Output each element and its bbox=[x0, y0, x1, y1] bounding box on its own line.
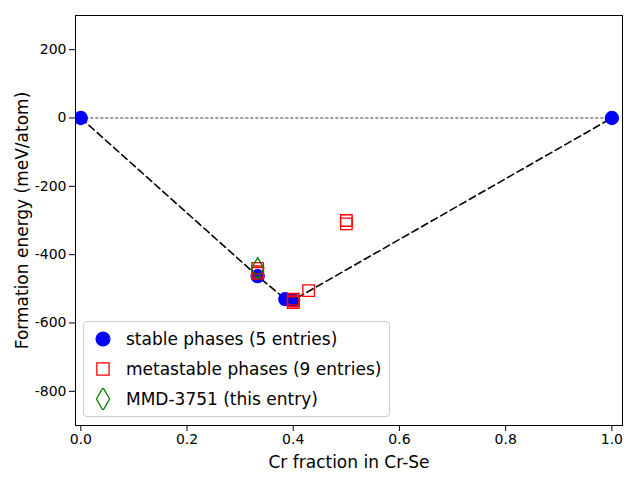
svg-text:-400: -400 bbox=[35, 246, 67, 262]
svg-text:Formation energy (meV/atom): Formation energy (meV/atom) bbox=[12, 92, 32, 350]
html-text:metastable phases (9 entries): metastable phases (9 entries) bbox=[126, 359, 382, 379]
svg-text:-800: -800 bbox=[35, 383, 67, 399]
svg-text:Cr fraction in Cr-Se: Cr fraction in Cr-Se bbox=[268, 452, 429, 472]
svg-text:-200: -200 bbox=[35, 178, 67, 194]
html-text:stable phases (5 entries): stable phases (5 entries) bbox=[126, 329, 338, 349]
html-text:MMD-3751 (this entry): MMD-3751 (this entry) bbox=[126, 389, 318, 409]
svg-text:0.8: 0.8 bbox=[495, 431, 517, 447]
svg-text:0: 0 bbox=[58, 109, 67, 125]
svg-text:200: 200 bbox=[40, 41, 67, 57]
svg-text:1.0: 1.0 bbox=[601, 431, 623, 447]
svg-text:0.0: 0.0 bbox=[70, 431, 92, 447]
svg-text:-600: -600 bbox=[35, 314, 67, 330]
svg-text:0.2: 0.2 bbox=[176, 431, 198, 447]
svg-text:0.6: 0.6 bbox=[388, 431, 410, 447]
svg-text:0.4: 0.4 bbox=[282, 431, 304, 447]
